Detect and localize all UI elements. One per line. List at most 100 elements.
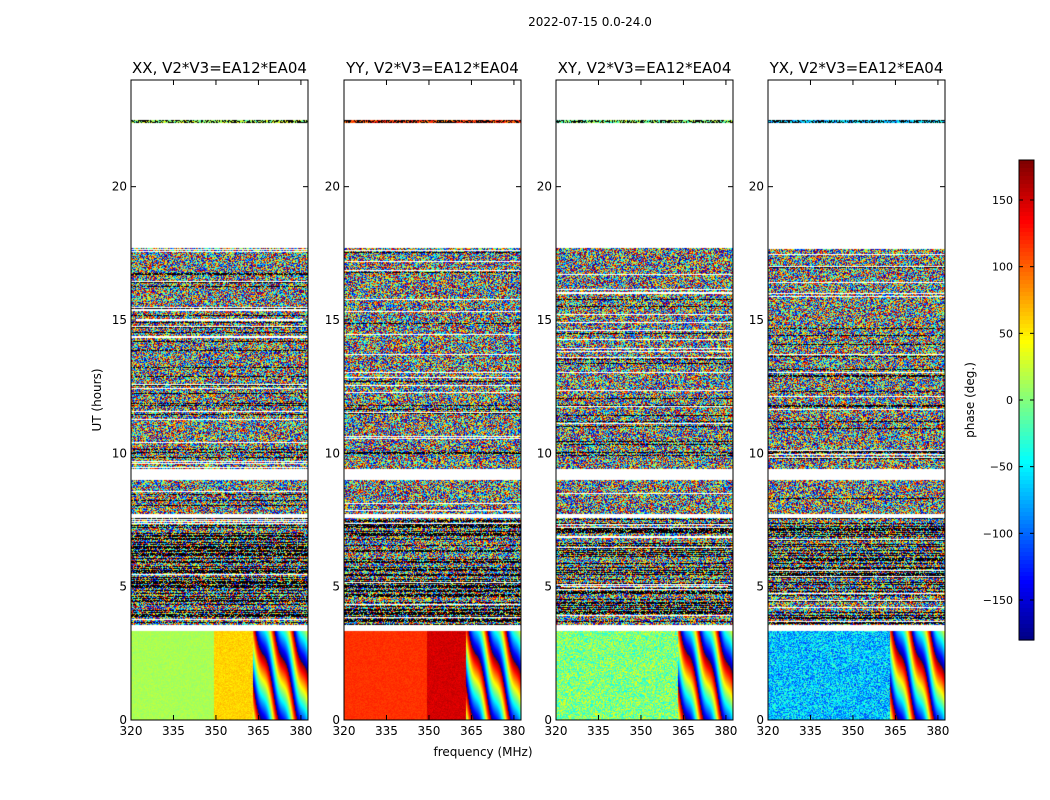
colorbar-segment [1019,324,1034,329]
colorbar-segment [1019,628,1034,633]
y-tick-label: 0 [119,713,127,727]
colorbar-segment [1019,204,1034,209]
colorbar-segment [1019,440,1034,445]
x-axis-label: frequency (MHz) [433,745,532,759]
colorbar-segment [1019,612,1034,617]
y-tick-label: 10 [537,446,552,460]
y-tick-label: 10 [112,446,127,460]
x-tick-label: 365 [247,724,270,738]
colorbar-tick-label: −150 [983,594,1013,607]
colorbar-segment [1019,540,1034,545]
x-tick-label: 350 [205,724,228,738]
colorbar-segment [1019,624,1034,629]
colorbar-segment [1019,608,1034,613]
y-tick-label: 0 [756,713,764,727]
panel-frame [343,79,522,721]
colorbar-segment [1019,376,1034,381]
colorbar-segment [1019,396,1034,401]
y-tick-label: 0 [332,713,340,727]
colorbar-segment [1019,244,1034,249]
colorbar-segment [1019,616,1034,621]
y-tick-label: 10 [325,446,340,460]
x-tick-label: 320 [120,724,143,738]
x-tick-label: 335 [162,724,185,738]
colorbar-segment [1019,508,1034,513]
x-tick-label: 335 [799,724,822,738]
colorbar-segment [1019,632,1034,637]
x-tick-label: 320 [333,724,356,738]
colorbar-segment [1019,276,1034,281]
colorbar-segment [1019,560,1034,565]
colorbar-segment [1019,636,1034,641]
colorbar-segment [1019,368,1034,373]
colorbar-segment [1019,300,1034,305]
y-tick-label: 10 [749,446,764,460]
x-tick-label: 350 [842,724,865,738]
colorbar-tick-label: −100 [983,527,1013,540]
colorbar-segment [1019,588,1034,593]
phase-heatmap [131,80,308,720]
colorbar-tick-label: 100 [992,261,1013,274]
colorbar-segment [1019,580,1034,585]
x-tick-label: 335 [375,724,398,738]
colorbar-segment [1019,360,1034,365]
colorbar-segment [1019,492,1034,497]
colorbar-segment [1019,224,1034,229]
colorbar-segment [1019,572,1034,577]
y-tick-label: 15 [749,313,764,327]
colorbar-segment [1019,596,1034,601]
colorbar-segment [1019,412,1034,417]
colorbar-segment [1019,460,1034,465]
colorbar-segment [1019,168,1034,173]
panel-1: XX, V2*V3=EA12*EA04 320 335 350 365 380 0 5 10 15… [112,59,313,738]
panel-title: XY, V2*V3=EA12*EA04 [558,59,732,77]
panels-group: XX, V2*V3=EA12*EA04 320 335 350 365 380 0 5 10 15… [112,59,950,738]
phase-heatmap [344,80,521,720]
colorbar-segment [1019,212,1034,217]
colorbar-segment [1019,200,1034,205]
colorbar-segment [1019,160,1034,165]
colorbar-segment [1019,520,1034,525]
y-tick-label: 15 [325,313,340,327]
colorbar-label: phase (deg.) [963,362,977,438]
colorbar-segment [1019,288,1034,293]
colorbar-segment [1019,248,1034,253]
panel-title: YY, V2*V3=EA12*EA04 [345,59,519,77]
y-tick-label: 15 [537,313,552,327]
colorbar-segment [1019,512,1034,517]
y-axis-label: UT (hours) [90,368,104,431]
colorbar-segment [1019,472,1034,477]
colorbar-segment [1019,388,1034,393]
colorbar-segment [1019,320,1034,325]
y-tick-label: 20 [537,180,552,194]
colorbar-segment [1019,308,1034,313]
colorbar-tick-label: 0 [1006,394,1013,407]
x-tick-label: 380 [289,724,312,738]
colorbar-segment [1019,576,1034,581]
colorbar-segment [1019,600,1034,605]
colorbar-tick-label: −50 [990,461,1013,474]
colorbar-segment [1019,176,1034,181]
phase-heatmap [768,80,945,720]
colorbar-segment [1019,348,1034,353]
colorbar-segment [1019,516,1034,521]
colorbar-segment [1019,172,1034,177]
x-tick-label: 380 [926,724,949,738]
colorbar-segment [1019,364,1034,369]
colorbar-segment [1019,240,1034,245]
y-tick-label: 5 [756,580,764,594]
y-tick-label: 5 [544,580,552,594]
colorbar-segment [1019,552,1034,557]
panel-frame [130,79,309,721]
colorbar-segment [1019,504,1034,509]
colorbar-segment [1019,352,1034,357]
colorbar-segment [1019,484,1034,489]
x-tick-label: 380 [502,724,525,738]
x-tick-label: 320 [757,724,780,738]
colorbar-segment [1019,556,1034,561]
colorbar-segment [1019,280,1034,285]
colorbar-segment [1019,268,1034,273]
colorbar-segment [1019,432,1034,437]
colorbar-segment [1019,372,1034,377]
